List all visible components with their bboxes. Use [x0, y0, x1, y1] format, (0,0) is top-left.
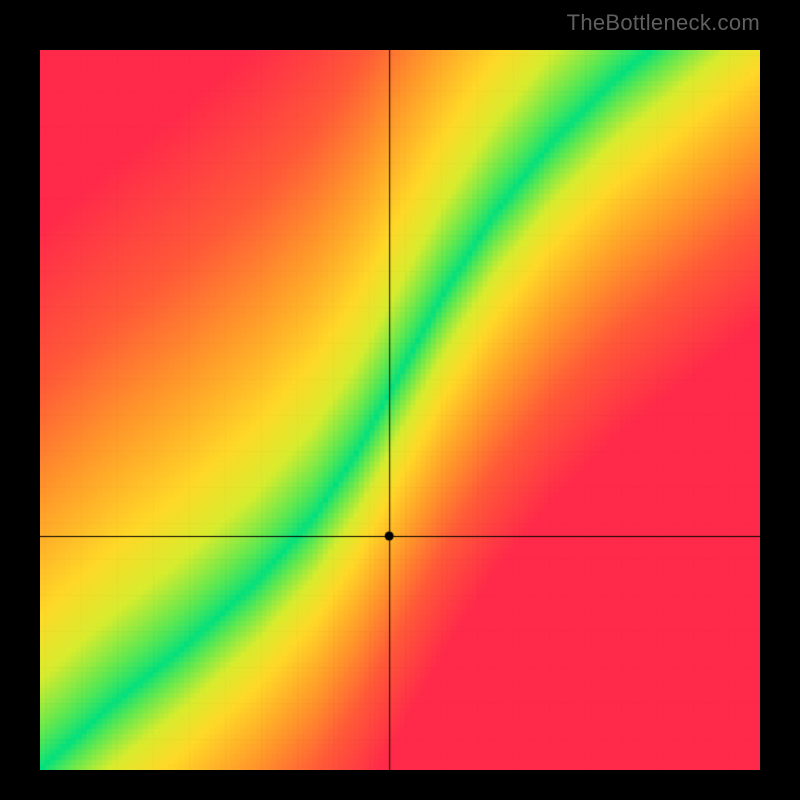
heatmap-plot-area	[40, 50, 760, 770]
chart-container: TheBottleneck.com	[0, 0, 800, 800]
watermark-text: TheBottleneck.com	[567, 10, 760, 36]
heatmap-canvas	[40, 50, 760, 770]
